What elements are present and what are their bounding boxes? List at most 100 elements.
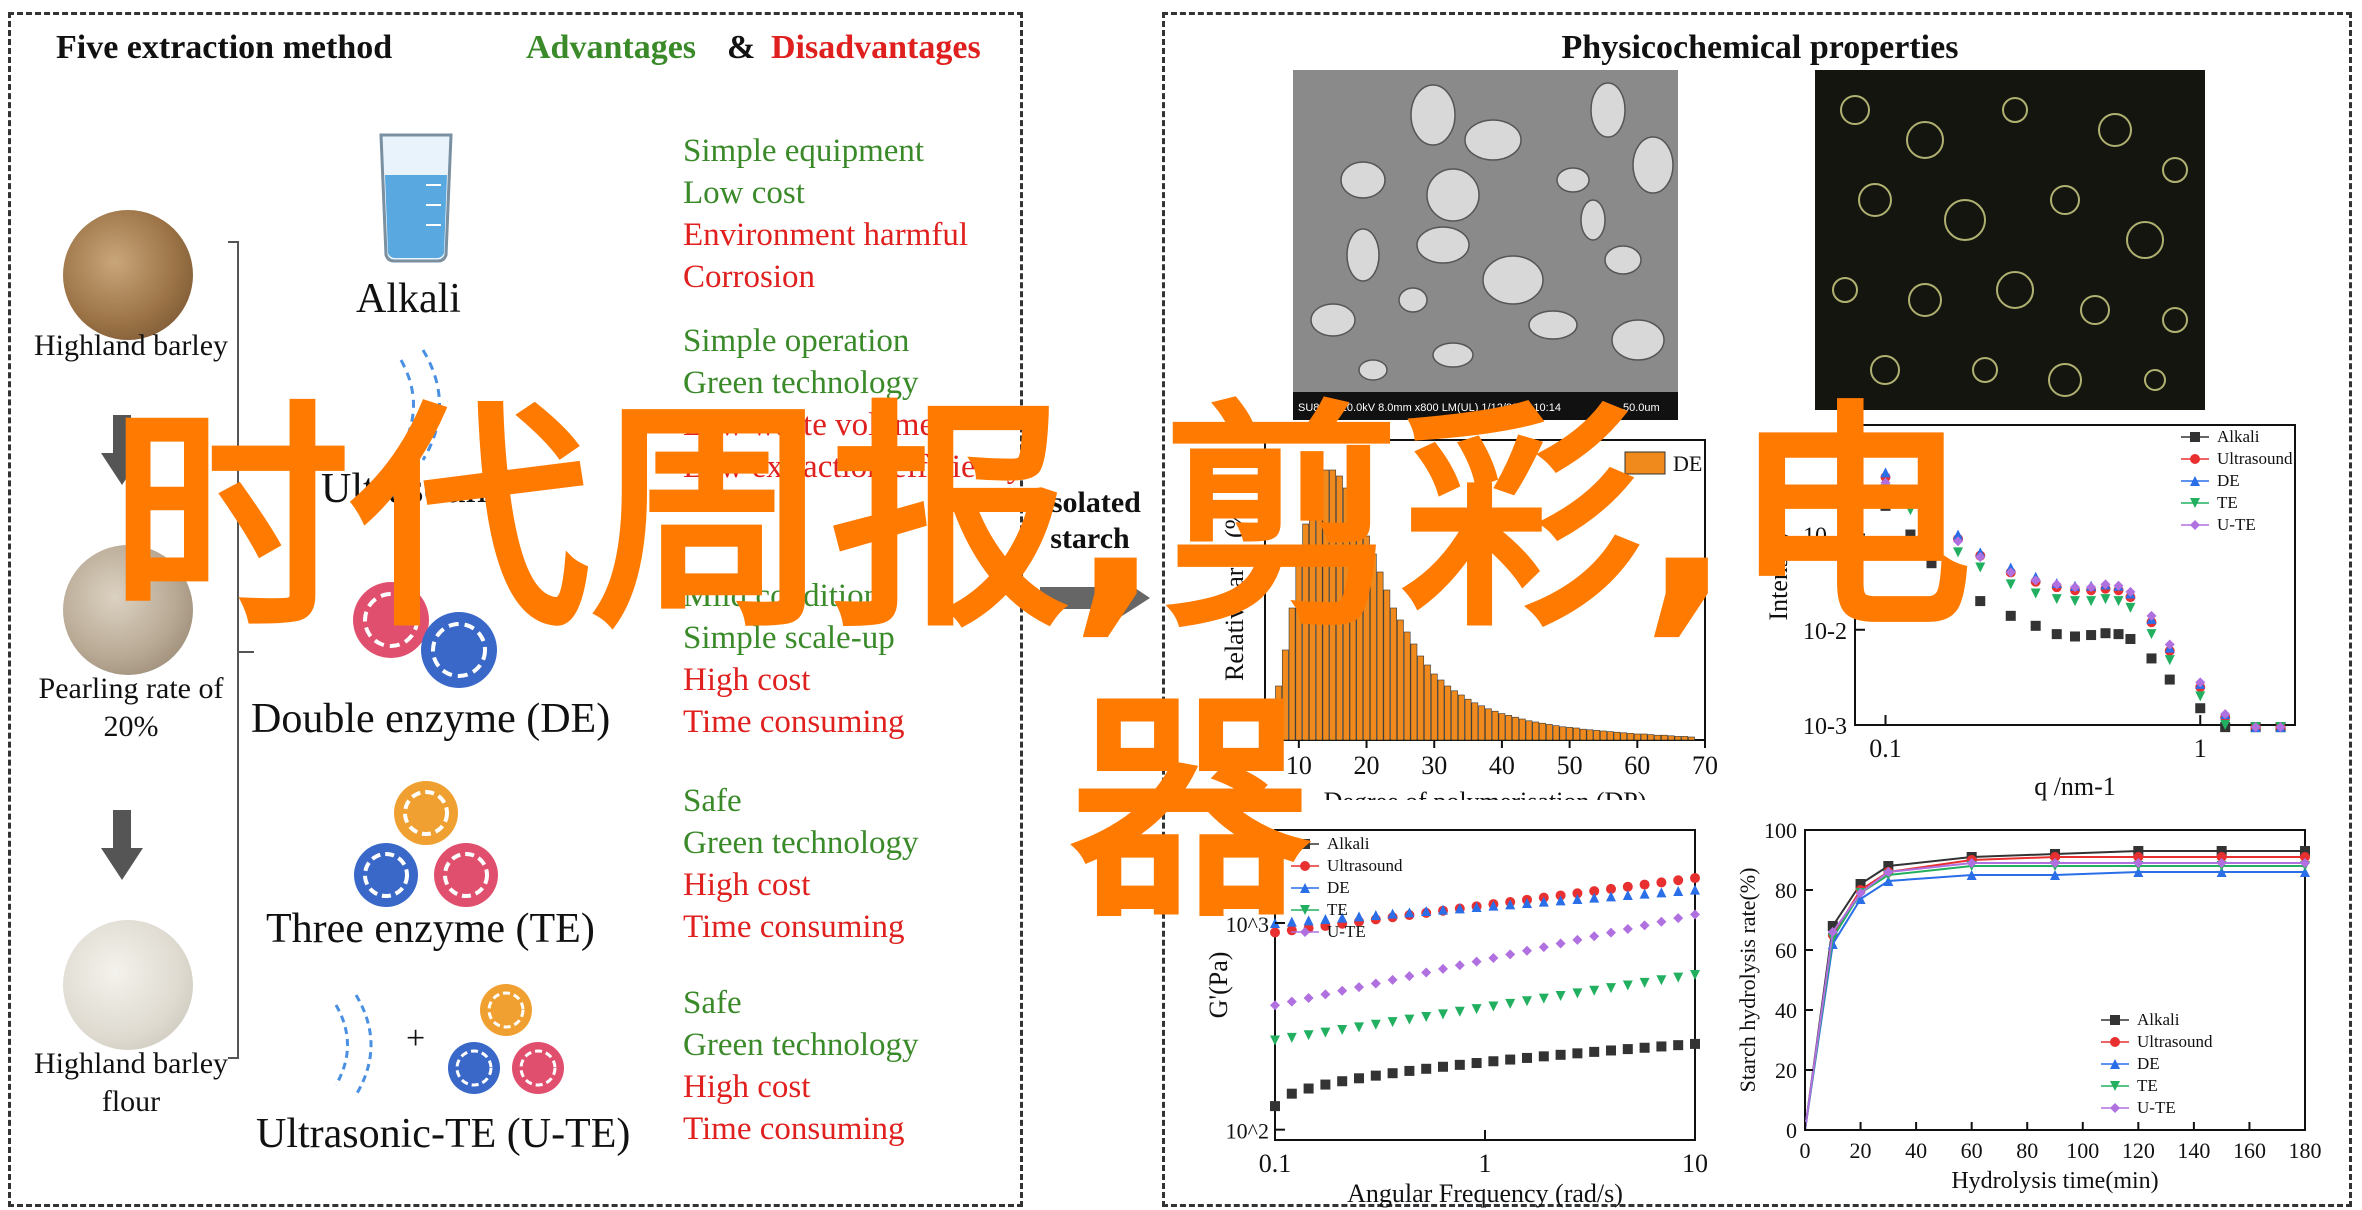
plot-frame (1274, 829, 1696, 1141)
data-point (2086, 582, 2097, 593)
data-point (1606, 883, 1616, 894)
data-point (2146, 629, 2157, 640)
data-point (1488, 900, 1499, 911)
x-tick-label: 120 (2122, 1138, 2155, 1163)
data-point (1505, 998, 1516, 1009)
legend-label: DE (1673, 451, 1702, 476)
bar (1552, 725, 1560, 741)
three-enzyme-pros-cons: Safe Green technology High cost Time con… (683, 783, 919, 945)
legend-label: TE (1327, 900, 1348, 919)
data-point (2133, 858, 2144, 868)
bar (1349, 499, 1357, 741)
data-point (2275, 722, 2286, 733)
data-point (1880, 477, 1891, 488)
left-panel-title: Five extraction method (56, 29, 393, 66)
data-point (1589, 892, 1600, 903)
x-tick-label: 160 (2233, 1138, 2266, 1163)
three-enzyme-icon (354, 781, 498, 907)
data-point (1370, 909, 1381, 920)
x-tick-label: 1 (2194, 734, 2207, 763)
data-point (1606, 1045, 1616, 1056)
disadvantages-heading: Disadvantages (771, 29, 981, 66)
data-point (1454, 960, 1465, 971)
bar (1403, 631, 1411, 741)
data-point (1622, 889, 1633, 900)
data-point (2086, 596, 2097, 607)
data-point (1622, 923, 1633, 934)
data-point (2190, 498, 2200, 508)
bar (1478, 705, 1485, 741)
data-point (1926, 558, 1937, 569)
data-point (1303, 1083, 1314, 1094)
data-point (1673, 875, 1684, 886)
polarized-light-micrograph (1815, 70, 2205, 410)
double-enzyme-icon (353, 582, 497, 688)
data-point (2113, 629, 2124, 640)
data-point (1673, 913, 1684, 924)
hydrolysis-chart: 0 20 40 60 80 100 120 140 160 180 0 20 40 60 80 100 Hydr… (1735, 818, 2322, 1194)
y-tick-label: 0 (1786, 1118, 1797, 1143)
sem-caption: SU8010 10.0kV 8.0mm x800 LM(UL) 1/12/202… (1298, 402, 1561, 414)
bar (1342, 487, 1350, 741)
y-tick-label: 10^2 (1226, 1119, 1269, 1144)
data-point (1286, 925, 1297, 936)
data-point (1354, 1073, 1364, 1084)
data-point (1404, 1065, 1415, 1076)
x-tick-label: 1 (1479, 1149, 1492, 1178)
data-point (1656, 1041, 1667, 1052)
legend-label: DE (2217, 471, 2240, 490)
data-point (1883, 876, 1894, 886)
ultrasound-waves-icon (334, 994, 373, 1096)
plot-frame (1264, 439, 1706, 741)
data-point (1538, 1051, 1549, 1062)
bar (1336, 475, 1343, 741)
bar (1600, 730, 1607, 741)
data-point (2125, 586, 2136, 597)
advantages-heading: Advantages (526, 29, 697, 66)
bar (1491, 710, 1499, 741)
bar (1322, 469, 1330, 741)
data-point (1589, 886, 1600, 897)
data-point (2051, 629, 2062, 640)
data-point (2146, 610, 2157, 621)
data-point (1438, 963, 1448, 974)
data-point (1320, 989, 1331, 1000)
sample-label-barley-flour: Highland barley flour (33, 1047, 229, 1118)
bar (1471, 702, 1479, 741)
data-point (1555, 938, 1566, 949)
data-point (1421, 967, 1432, 978)
bar (1302, 523, 1309, 741)
legend-label: Alkali (2217, 427, 2260, 446)
data-point (2050, 870, 2060, 880)
x-tick-label: 100 (2066, 1138, 2099, 1163)
bar (1356, 517, 1364, 741)
legend-label: Ultrasound (1327, 856, 1403, 875)
data-point (2005, 610, 2016, 621)
bar (1369, 553, 1377, 741)
data-point (1421, 905, 1432, 916)
bar (1281, 649, 1289, 741)
legend-label: TE (2137, 1076, 2158, 1095)
data-point (1966, 870, 1977, 880)
x-tick-label: 60 (1961, 1138, 1983, 1163)
data-point (2220, 720, 2231, 730)
data-point (1880, 467, 1891, 478)
physicochemical-panel: Physicochemical properties SU8010 10.0kV… (1162, 12, 2352, 1208)
data-point (2190, 476, 2200, 486)
data-point (1421, 1011, 1432, 1022)
ultrasonic-te-pros-cons: Safe Green technology High cost Time con… (683, 985, 919, 1147)
beaker-icon (379, 133, 453, 263)
data-point (2100, 628, 2111, 639)
x-tick-label: 0 (1800, 1138, 1811, 1163)
y-tick-label: 40 (1775, 998, 1797, 1023)
data-point (2216, 867, 2227, 877)
bar (1606, 731, 1614, 741)
sample-label-pearling-rate: Pearling rate of 20% (38, 672, 224, 743)
y-tick-label: 20 (1775, 1058, 1797, 1083)
data-point (2110, 1081, 2120, 1091)
y-axis-label: Starch hydrolysis rate(%) (1735, 868, 1760, 1093)
data-point (2110, 1015, 2120, 1025)
extraction-methods-panel: Five extraction method Advantages & Disa… (8, 12, 1023, 1207)
method-name-double-enzyme: Double enzyme (DE) (251, 696, 611, 742)
x-tick-label: 0.1 (1259, 1149, 1292, 1178)
